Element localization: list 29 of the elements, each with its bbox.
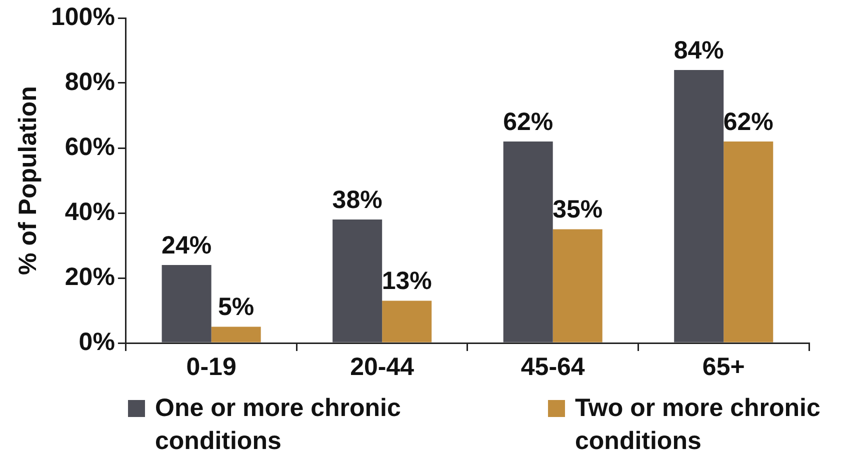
x-tick-label: 20-44 bbox=[350, 352, 414, 381]
y-tick-label: 20% bbox=[64, 262, 115, 291]
x-tick-label: 0-19 bbox=[186, 352, 236, 381]
data-label: 13% bbox=[382, 267, 432, 296]
bar bbox=[674, 70, 724, 342]
legend-label: Two or more chronic conditions bbox=[575, 393, 822, 457]
data-label: 84% bbox=[674, 36, 724, 64]
y-tick-label: 60% bbox=[64, 132, 115, 161]
bar bbox=[724, 142, 774, 342]
data-label: 38% bbox=[332, 186, 382, 214]
data-label: 62% bbox=[503, 108, 554, 136]
bar bbox=[503, 142, 553, 342]
x-tick-label: 65+ bbox=[702, 352, 745, 381]
data-label: 62% bbox=[723, 108, 774, 136]
data-label: 35% bbox=[552, 196, 603, 224]
data-label: 24% bbox=[162, 231, 212, 260]
legend-label: One or more chronic conditions bbox=[155, 393, 402, 457]
bar bbox=[332, 220, 382, 342]
bar bbox=[162, 265, 212, 342]
bar bbox=[552, 229, 602, 342]
y-tick-label: 80% bbox=[64, 68, 115, 96]
y-tick-label: 100% bbox=[50, 2, 115, 31]
bar bbox=[211, 326, 261, 342]
y-axis-title: % of Population bbox=[14, 86, 42, 275]
data-label: 5% bbox=[218, 293, 254, 322]
y-tick-label: 0% bbox=[78, 328, 115, 356]
x-tick-label: 45-64 bbox=[520, 352, 585, 381]
bar bbox=[382, 300, 432, 342]
y-tick-label: 40% bbox=[64, 198, 115, 226]
